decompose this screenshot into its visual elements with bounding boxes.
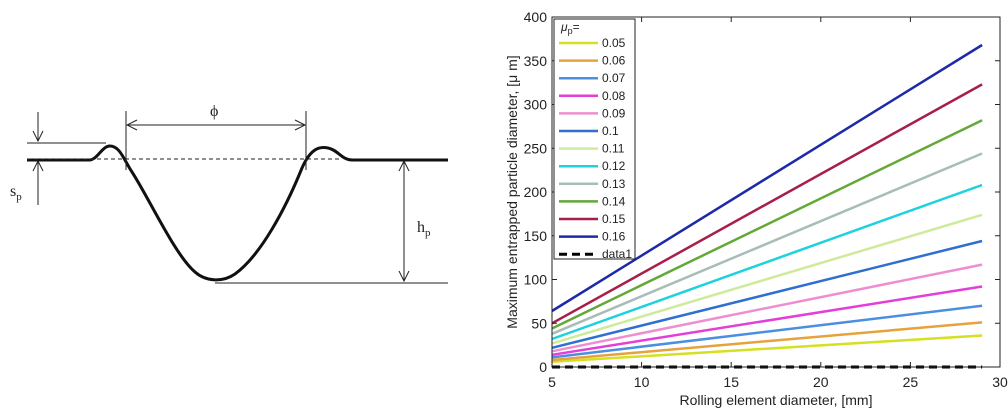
series-line-0.13	[551, 152, 983, 335]
hp-arrowhead-bottom	[398, 270, 410, 283]
y-tick-label: 300	[524, 97, 548, 113]
groove-diagram: sp ϕ hp	[10, 103, 448, 284]
chart-lines	[551, 43, 983, 369]
legend-items: 0.05 0.06 0.07 0.08 0.09 0.1 0.11 0.12 0.13 0.14 0…	[559, 36, 632, 261]
x-tick-label: 15	[723, 374, 739, 390]
legend-label-0.14: 0.14	[602, 194, 626, 208]
series-line-0.05	[551, 334, 983, 364]
y-tick-label: 350	[524, 53, 548, 69]
legend-label-0.06: 0.06	[602, 54, 626, 68]
sp-label: sp	[10, 183, 22, 203]
series-line-0.07	[551, 304, 983, 359]
legend-title: μp=	[560, 20, 580, 36]
series-line-0.09	[551, 263, 983, 353]
x-tick-label: 25	[903, 374, 919, 390]
x-tick-label: 5	[548, 374, 556, 390]
y-tick-label: 0	[539, 359, 547, 375]
phi-label: ϕ	[210, 103, 218, 120]
legend-label-0.11: 0.11	[602, 142, 625, 156]
legend-label-0.05: 0.05	[602, 36, 626, 50]
sp-arrowhead-bottom	[32, 159, 44, 172]
series-line-0.08	[551, 285, 983, 357]
hp-arrowhead-top	[398, 159, 410, 172]
legend-label-0.15: 0.15	[602, 212, 626, 226]
x-tick-label: 10	[634, 374, 650, 390]
hp-label: hp	[417, 219, 431, 239]
phi-arrowhead-right	[294, 119, 307, 131]
legend-label-0.12: 0.12	[602, 159, 626, 173]
y-axis-ticks: 0 50 100 150 200 250 300 350 400	[524, 9, 1000, 375]
x-axis-ticks: 5 10 15 20 25 30	[548, 17, 1008, 390]
y-tick-label: 100	[524, 272, 548, 288]
legend-label-data1: data1	[602, 247, 632, 261]
x-tick-label: 20	[813, 374, 829, 390]
legend-label-0.16: 0.16	[602, 230, 626, 244]
x-tick-label: 30	[992, 374, 1008, 390]
series-line-0.11	[551, 213, 983, 345]
series-line-0.06	[551, 321, 983, 362]
x-axis-label: Rolling element diameter, [mm]	[680, 392, 873, 408]
y-tick-label: 400	[524, 9, 548, 25]
legend-label-0.08: 0.08	[602, 89, 626, 103]
series-line-0.15	[551, 83, 983, 325]
legend-label-0.09: 0.09	[602, 106, 626, 120]
legend-label-0.13: 0.13	[602, 177, 626, 191]
chart: 5 10 15 20 25 30 0 50 100 150 200 250 300 350 400 Rol…	[504, 9, 1008, 408]
series-line-0.14	[551, 119, 983, 330]
legend: μp= 0.050.060.070.080.090.10.110.120.130…	[553, 18, 636, 261]
groove-profile-curve	[27, 144, 448, 282]
legend-label-0.07: 0.07	[602, 71, 626, 85]
series-line-0.16	[551, 43, 983, 313]
legend-label-0.1: 0.1	[602, 124, 619, 138]
y-tick-label: 50	[531, 315, 547, 331]
y-axis-label: Maximum entrapped particle diameter, [μ …	[504, 55, 520, 328]
series-line-0.1	[551, 239, 983, 350]
y-tick-label: 250	[524, 140, 548, 156]
sp-arrowhead-top	[32, 130, 44, 143]
y-tick-label: 150	[524, 228, 548, 244]
series-line-0.12	[551, 183, 983, 341]
y-tick-label: 200	[524, 184, 548, 200]
phi-arrowhead-left	[125, 119, 138, 131]
